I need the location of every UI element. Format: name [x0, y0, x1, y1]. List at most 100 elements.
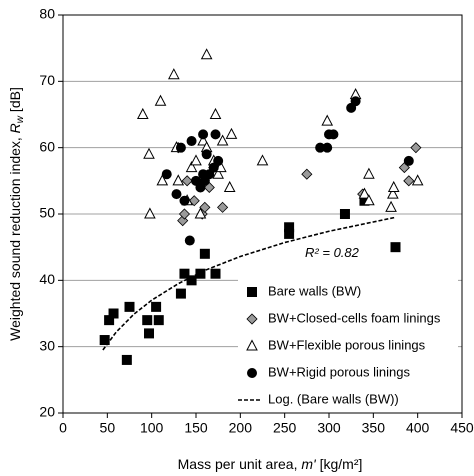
legend: Bare walls (BW) BW+Closed-cells foam lini… — [238, 278, 458, 410]
diamond-marker — [403, 175, 415, 187]
x-tick-label: 250 — [273, 420, 297, 436]
triangle-marker — [144, 207, 156, 219]
circle-marker — [213, 155, 224, 166]
y-title-text: Weighted sound reduction index, — [7, 133, 23, 341]
triangle-marker — [197, 134, 209, 146]
y-title-subscript: w — [15, 115, 26, 123]
triangle-marker — [209, 107, 222, 119]
y-title-symbol: R — [7, 123, 23, 133]
square-marker — [144, 328, 155, 339]
circle-marker — [186, 136, 197, 147]
square-marker — [151, 301, 162, 312]
legend-label: Log. (Bare walls (BW)) — [268, 391, 399, 406]
triangle-marker — [185, 160, 198, 173]
x-title-symbol: m' — [301, 456, 317, 472]
diamond-marker — [199, 201, 211, 213]
square-marker — [199, 248, 210, 259]
triangle-marker — [363, 167, 375, 179]
x-axis-title: Mass per unit area, m' [kg/m²] — [178, 456, 363, 472]
square-marker — [247, 287, 257, 297]
y-tick-label: 40 — [39, 271, 55, 287]
triangle-marker — [225, 127, 238, 139]
triangle-marker — [321, 114, 334, 126]
triangle-marker — [387, 187, 399, 199]
x-title-text: Mass per unit area, — [178, 456, 302, 472]
circle-marker — [350, 96, 361, 107]
square-marker — [124, 301, 135, 312]
triangle-marker — [363, 194, 375, 206]
legend-label: Bare walls (BW) — [268, 283, 361, 298]
triangle-marker — [246, 339, 258, 351]
diamond-marker — [178, 208, 191, 220]
triangle-marker — [385, 200, 397, 212]
square-marker — [284, 228, 295, 239]
triangle-marker — [216, 134, 229, 146]
diamond-marker — [301, 168, 313, 180]
square-marker — [339, 209, 350, 219]
square-marker — [108, 308, 119, 319]
triangle-marker — [190, 154, 202, 166]
triangle-marker — [172, 174, 185, 186]
circle-marker — [403, 155, 414, 166]
triangle-marker — [387, 180, 400, 192]
diamond-marker — [181, 175, 193, 187]
circle-marker — [247, 368, 257, 378]
square-marker — [142, 315, 153, 326]
x-tick-label: 350 — [362, 420, 386, 436]
circle-marker — [179, 195, 190, 206]
legend-label: BW+Closed-cells foam linings — [268, 310, 441, 325]
y-axis-title: Weighted sound reduction index, Rw [dB] — [7, 87, 26, 341]
circle-marker — [175, 142, 186, 153]
triangle-marker — [136, 107, 149, 119]
x-title-unit: [kg/m²] — [316, 456, 363, 472]
trend-line — [102, 216, 396, 351]
square-marker — [210, 268, 221, 279]
triangle-marker — [223, 180, 236, 192]
triangle-marker — [358, 187, 371, 199]
y-tick-label: 70 — [39, 72, 55, 88]
plot-frame — [62, 14, 463, 414]
square-marker — [186, 275, 197, 286]
y-tick-label: 50 — [39, 205, 55, 221]
triangle-marker — [143, 147, 155, 159]
y-title-unit: [dB] — [7, 87, 23, 116]
x-tick-label: 0 — [59, 420, 67, 436]
y-tick-label: 30 — [39, 337, 55, 353]
circle-marker — [198, 129, 209, 140]
legend-box — [238, 278, 458, 410]
square-marker — [175, 288, 186, 299]
x-tick-label: 50 — [100, 420, 116, 436]
diamond-marker — [177, 215, 189, 227]
triangle-marker — [194, 207, 207, 219]
triangle-marker — [212, 167, 224, 179]
square-marker — [195, 268, 206, 279]
square-marker — [390, 242, 401, 253]
triangle-marker — [154, 94, 167, 106]
triangle-marker — [200, 48, 213, 60]
circle-marker — [322, 142, 333, 153]
triangle-marker — [168, 68, 180, 80]
legend-label: BW+Flexible porous linings — [268, 337, 426, 352]
annotation: R² = 0.82 — [305, 245, 360, 260]
diamond-marker — [410, 142, 422, 154]
square-marker — [121, 354, 132, 365]
triangle-marker — [411, 174, 424, 186]
diamond-marker — [217, 201, 229, 213]
square-marker — [153, 315, 164, 326]
circle-marker — [184, 235, 195, 246]
y-tick-label: 80 — [39, 6, 55, 22]
x-tick-label: 300 — [317, 420, 341, 436]
triangle-marker — [156, 174, 169, 186]
x-tick-label: 200 — [229, 420, 253, 436]
x-tick-label: 400 — [406, 420, 430, 436]
square-marker — [179, 268, 190, 279]
square-marker — [99, 335, 110, 346]
diamond-marker — [246, 313, 258, 325]
y-tick-label: 60 — [39, 138, 55, 154]
circle-marker — [328, 129, 339, 140]
legend-label: BW+Rigid porous linings — [268, 364, 410, 379]
y-tick-label: 20 — [39, 404, 55, 420]
circle-marker — [210, 129, 221, 140]
x-tick-label: 450 — [450, 420, 474, 436]
